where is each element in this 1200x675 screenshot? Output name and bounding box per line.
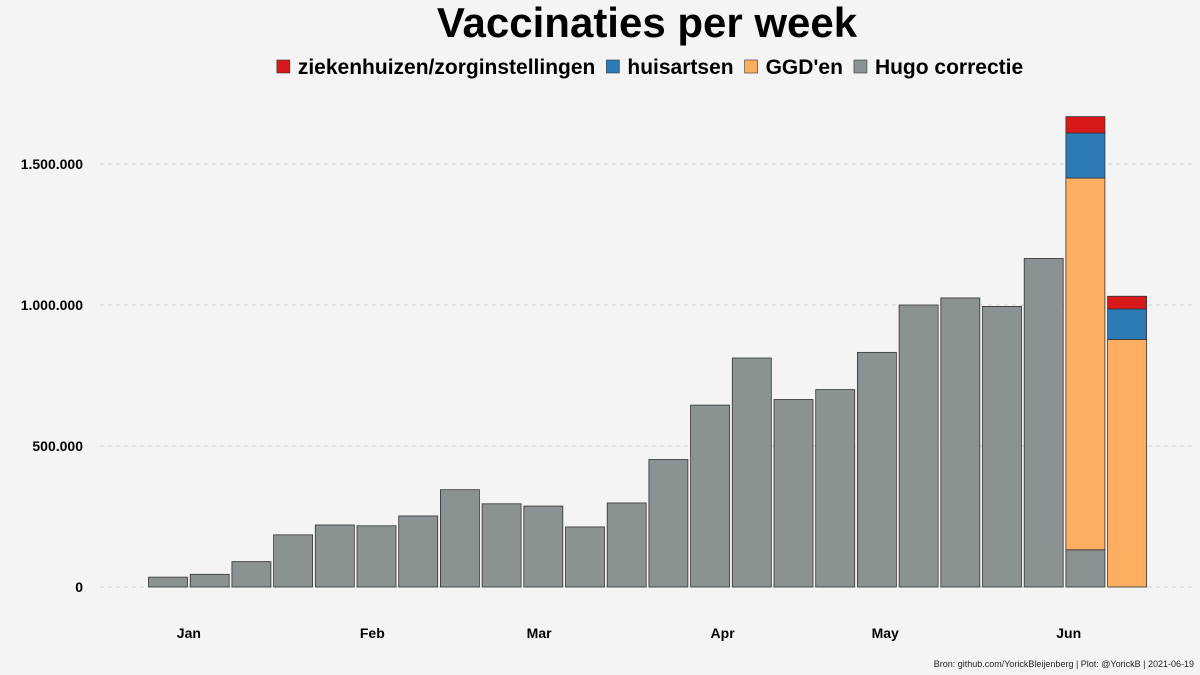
- y-axis: 0 500.000 1.000.000 1.500.000: [21, 156, 84, 595]
- bar-segment: [1107, 339, 1147, 588]
- bar-segment: [1107, 308, 1147, 340]
- legend-label: GGD'en: [766, 56, 843, 79]
- y-tick-label: 0: [75, 579, 83, 595]
- bar-segment: [523, 505, 564, 588]
- bar-segment: [690, 404, 730, 588]
- bar-segment: [189, 573, 230, 588]
- bars: [148, 116, 1147, 588]
- bar-segment: [898, 304, 939, 588]
- bar-segment: [773, 399, 814, 588]
- bar-segment: [731, 357, 772, 588]
- legend-swatch: [276, 59, 291, 74]
- x-tick-label: Apr: [711, 625, 736, 641]
- bar-segment: [940, 297, 981, 588]
- bar-segment: [648, 459, 689, 588]
- bar-segment: [481, 503, 522, 588]
- bar-segment: [1107, 295, 1147, 310]
- bar-segment: [314, 524, 355, 588]
- bar-segment: [857, 351, 897, 588]
- bar-segment: [815, 389, 856, 588]
- legend-label: Hugo correctie: [875, 56, 1023, 79]
- x-tick-label: Jan: [177, 625, 201, 641]
- x-tick-label: Jun: [1056, 625, 1081, 641]
- x-tick-label: Mar: [527, 625, 552, 641]
- bar-segment: [273, 534, 314, 588]
- legend-label: huisartsen: [627, 56, 733, 79]
- bar-segment: [439, 489, 480, 588]
- chart-title: Vaccinaties per week: [437, 0, 858, 46]
- y-tick-label: 1.500.000: [21, 156, 83, 172]
- legend-swatch: [744, 59, 758, 74]
- bar-segment: [606, 502, 647, 588]
- bar-segment: [1065, 132, 1106, 179]
- x-tick-label: Feb: [360, 625, 385, 641]
- x-axis: Jan Feb Mar Apr May Jun: [177, 625, 1081, 641]
- legend-swatch: [606, 59, 620, 74]
- caption: Bron: github.com/YorickBleijenberg | Plo…: [934, 659, 1194, 669]
- bar-segment: [148, 576, 188, 588]
- y-tick-label: 500.000: [32, 438, 83, 454]
- bar-segment: [565, 526, 605, 588]
- bar-segment: [1023, 258, 1064, 588]
- legend-swatch: [853, 59, 868, 74]
- bar-segment: [1065, 116, 1106, 134]
- y-tick-label: 1.000.000: [21, 297, 83, 313]
- bar-segment: [982, 306, 1022, 588]
- bar-segment: [231, 561, 272, 588]
- x-tick-label: May: [872, 625, 899, 641]
- bar-segment: [1065, 549, 1106, 588]
- bar-segment: [356, 525, 397, 588]
- bar-segment: [398, 515, 439, 588]
- legend: ziekenhuizen/zorginstellingen huisartsen G…: [276, 56, 1023, 79]
- bar-segment: [1065, 177, 1106, 551]
- legend-label: ziekenhuizen/zorginstellingen: [298, 56, 596, 79]
